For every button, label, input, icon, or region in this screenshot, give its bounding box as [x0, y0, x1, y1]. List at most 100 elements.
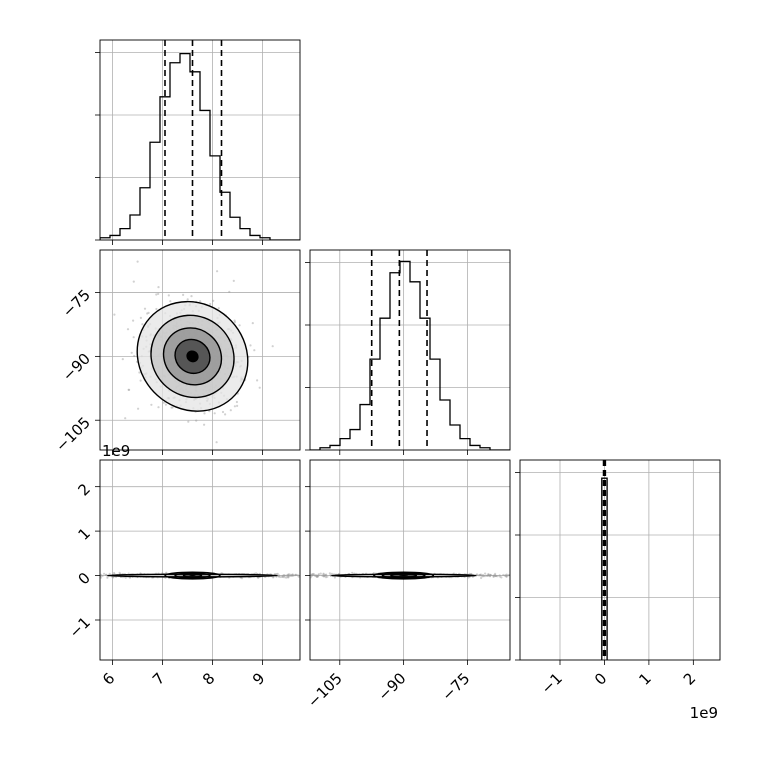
- scatter-point: [157, 286, 160, 289]
- scatter-point: [287, 575, 290, 578]
- hist-bar: [350, 430, 360, 450]
- hist-bar: [190, 72, 200, 240]
- panel-2-1: [305, 460, 514, 660]
- scatter-point: [487, 574, 490, 577]
- scatter-point: [498, 574, 501, 577]
- scatter-point: [195, 419, 198, 422]
- scatter-point: [486, 574, 489, 577]
- scatter-point: [287, 574, 290, 578]
- x-tick-label: −75: [438, 669, 473, 704]
- scatter-point: [324, 574, 327, 577]
- density-peak: [186, 350, 199, 363]
- hist-bar: [380, 318, 390, 450]
- scatter-point: [489, 574, 492, 577]
- hist-bar: [230, 217, 240, 240]
- scatter-point: [69, 573, 71, 575]
- scatter-point: [213, 412, 216, 415]
- scatter-point: [488, 574, 492, 577]
- hist-bar: [240, 229, 250, 240]
- scatter-point: [305, 573, 307, 575]
- scatter-point: [328, 572, 331, 575]
- scatter-point: [505, 574, 508, 577]
- scatter-point: [93, 576, 95, 578]
- scatter-point: [282, 575, 285, 578]
- scatter-point: [132, 319, 135, 322]
- scatter-point: [315, 574, 318, 577]
- scatter-point: [300, 575, 302, 577]
- scatter-point: [113, 571, 116, 575]
- scatter-point: [132, 280, 135, 283]
- scatter-point: [40, 574, 42, 576]
- panel-1-0: [100, 250, 300, 450]
- scatter-point: [316, 575, 319, 578]
- scatter-point: [157, 406, 160, 409]
- density-clip-group: [305, 571, 514, 580]
- scatter-point: [316, 575, 319, 578]
- scatter-point: [487, 574, 490, 577]
- scatter-point: [253, 349, 256, 352]
- scatter-point: [130, 351, 133, 354]
- scatter-point: [278, 574, 281, 577]
- scatter-point: [283, 574, 286, 577]
- scatter-point: [487, 574, 490, 577]
- scatter-point: [292, 574, 295, 577]
- scatter-point: [286, 573, 290, 577]
- scatter-point: [488, 575, 492, 578]
- scatter-point: [147, 311, 150, 314]
- scatter-point: [256, 379, 259, 382]
- scatter-point: [319, 572, 322, 575]
- scatter-point: [49, 573, 51, 575]
- scatter-point: [317, 573, 320, 576]
- scatter-point: [481, 575, 484, 578]
- contour-line: [174, 572, 211, 579]
- scatter-point: [492, 575, 495, 579]
- scatter-point: [494, 574, 498, 578]
- scatter-point: [143, 307, 147, 310]
- hist-step-line: [601, 477, 608, 660]
- panel-1-1: [305, 250, 510, 451]
- y-exponent-label: 1e9: [102, 442, 130, 460]
- scatter-point: [503, 574, 507, 577]
- contour-line: [162, 327, 223, 386]
- hist-clip-group: [601, 460, 608, 660]
- scatter-point: [330, 572, 333, 576]
- scatter-point: [126, 328, 130, 331]
- scatter-point: [285, 574, 288, 577]
- scatter-point: [215, 441, 218, 444]
- scatter-point: [64, 574, 66, 576]
- scatter-point: [289, 574, 292, 578]
- panel-border: [99, 249, 301, 451]
- hist-bar: [400, 261, 410, 450]
- scatter-point: [139, 316, 142, 319]
- scatter-point: [512, 574, 514, 576]
- scatter-point: [187, 420, 190, 423]
- scatter-point: [141, 323, 144, 326]
- scatter-point: [94, 573, 96, 575]
- scatter-point: [505, 575, 508, 578]
- scatter-point: [487, 572, 490, 576]
- scatter-point: [291, 573, 294, 576]
- hist-bar: [470, 445, 480, 450]
- scatter-point: [323, 575, 326, 578]
- scatter-point: [479, 573, 483, 576]
- x-tick-label: 8: [199, 669, 218, 688]
- scatter-point: [323, 574, 326, 577]
- scatter-point: [493, 574, 496, 578]
- scatter-point: [483, 575, 486, 578]
- scatter-point: [67, 575, 69, 577]
- scatter-point: [312, 573, 315, 577]
- panel-0-0: [95, 40, 300, 241]
- x-tick-label: −1: [538, 669, 566, 697]
- scatter-point: [499, 575, 502, 578]
- scatter-point: [150, 403, 153, 406]
- scatter-point: [333, 576, 336, 579]
- scatter-point: [468, 572, 471, 576]
- scatter-point: [312, 572, 315, 576]
- scatter-point: [52, 574, 54, 576]
- scatter-point: [100, 576, 103, 579]
- scatter-point: [489, 574, 492, 577]
- scatter-point: [72, 576, 74, 578]
- scatter-point: [322, 575, 325, 578]
- scatter-point: [492, 574, 495, 577]
- scatter-point: [29, 573, 31, 575]
